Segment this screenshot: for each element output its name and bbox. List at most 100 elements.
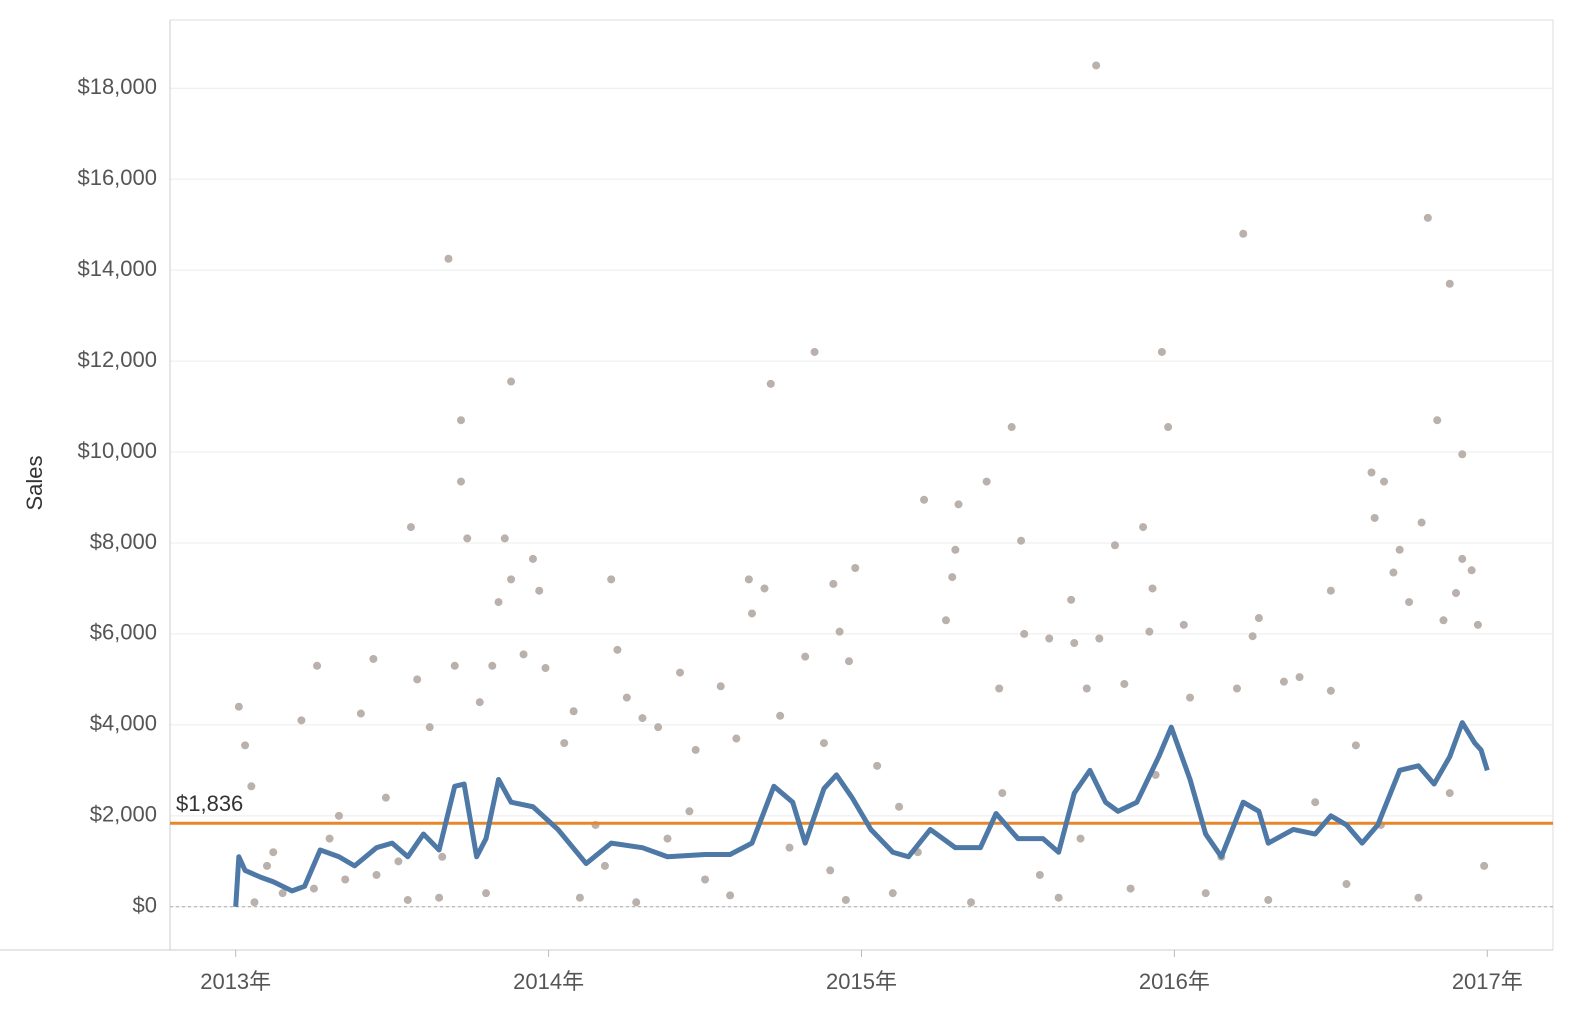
point — [269, 848, 278, 857]
point — [444, 254, 453, 263]
point — [638, 714, 647, 723]
point — [1179, 620, 1188, 629]
point — [1164, 423, 1173, 432]
point — [250, 898, 259, 907]
point — [1445, 789, 1454, 798]
point — [841, 895, 850, 904]
point — [406, 523, 415, 532]
point — [826, 866, 835, 875]
point — [1126, 884, 1135, 893]
point — [356, 709, 365, 718]
point — [234, 702, 243, 711]
point — [1433, 416, 1442, 425]
x-tick-label: 2017年 — [1452, 969, 1523, 994]
point — [528, 554, 537, 563]
point — [1120, 679, 1129, 688]
point — [785, 843, 794, 852]
point — [1417, 518, 1426, 527]
point — [1095, 634, 1104, 643]
point — [622, 693, 631, 702]
point — [262, 861, 271, 870]
point — [1145, 627, 1154, 636]
point — [995, 684, 1004, 693]
point — [851, 563, 860, 572]
point — [456, 477, 465, 486]
point — [613, 645, 622, 654]
moving-average-line — [233, 720, 1490, 907]
point — [575, 893, 584, 902]
point — [1452, 589, 1461, 598]
point — [341, 875, 350, 884]
y-tick-label: $10,000 — [77, 438, 157, 463]
point — [766, 379, 775, 388]
point — [1054, 893, 1063, 902]
point — [920, 495, 929, 504]
point — [334, 811, 343, 820]
point — [1311, 798, 1320, 807]
point — [247, 782, 256, 791]
point — [519, 650, 528, 659]
point — [948, 573, 957, 582]
point — [1186, 693, 1195, 702]
point — [1370, 513, 1379, 522]
point — [1139, 523, 1148, 532]
y-tick-label: $6,000 — [90, 620, 157, 645]
point — [747, 609, 756, 618]
point — [819, 739, 828, 748]
y-tick-label: $12,000 — [77, 347, 157, 372]
point — [632, 898, 641, 907]
point — [951, 545, 960, 554]
point — [663, 834, 672, 843]
point — [535, 586, 544, 595]
point — [1045, 634, 1054, 643]
point — [1157, 347, 1166, 356]
point — [1020, 629, 1029, 638]
point — [691, 745, 700, 754]
point — [325, 834, 334, 843]
point — [1148, 584, 1157, 593]
point — [413, 675, 422, 684]
point — [507, 575, 516, 584]
reference-label: $1,836 — [176, 791, 243, 816]
point — [600, 861, 609, 870]
point — [941, 616, 950, 625]
point — [425, 723, 434, 732]
point — [1092, 61, 1101, 70]
point — [1414, 893, 1423, 902]
point — [1342, 880, 1351, 889]
point — [726, 891, 735, 900]
point — [1395, 545, 1404, 554]
point — [844, 657, 853, 666]
x-tick-label: 2014年 — [513, 969, 584, 994]
x-tick-label: 2015年 — [826, 969, 897, 994]
point — [810, 347, 819, 356]
point — [372, 870, 381, 879]
y-tick-label: $2,000 — [90, 802, 157, 827]
point — [1458, 450, 1467, 459]
point — [482, 889, 491, 898]
point — [463, 534, 472, 543]
point — [309, 884, 318, 893]
point — [313, 661, 322, 670]
point — [1389, 568, 1398, 577]
point — [1076, 834, 1085, 843]
point — [1480, 861, 1489, 870]
point — [278, 889, 287, 898]
point — [701, 875, 710, 884]
point — [776, 711, 785, 720]
point — [297, 716, 306, 725]
y-tick-label: $8,000 — [90, 529, 157, 554]
point — [801, 652, 810, 661]
point — [381, 793, 390, 802]
point — [654, 723, 663, 732]
point — [1264, 895, 1273, 904]
point — [967, 898, 976, 907]
point — [450, 661, 459, 670]
point — [1070, 639, 1079, 648]
point — [676, 668, 685, 677]
point — [369, 654, 378, 663]
point — [895, 802, 904, 811]
point — [435, 893, 444, 902]
